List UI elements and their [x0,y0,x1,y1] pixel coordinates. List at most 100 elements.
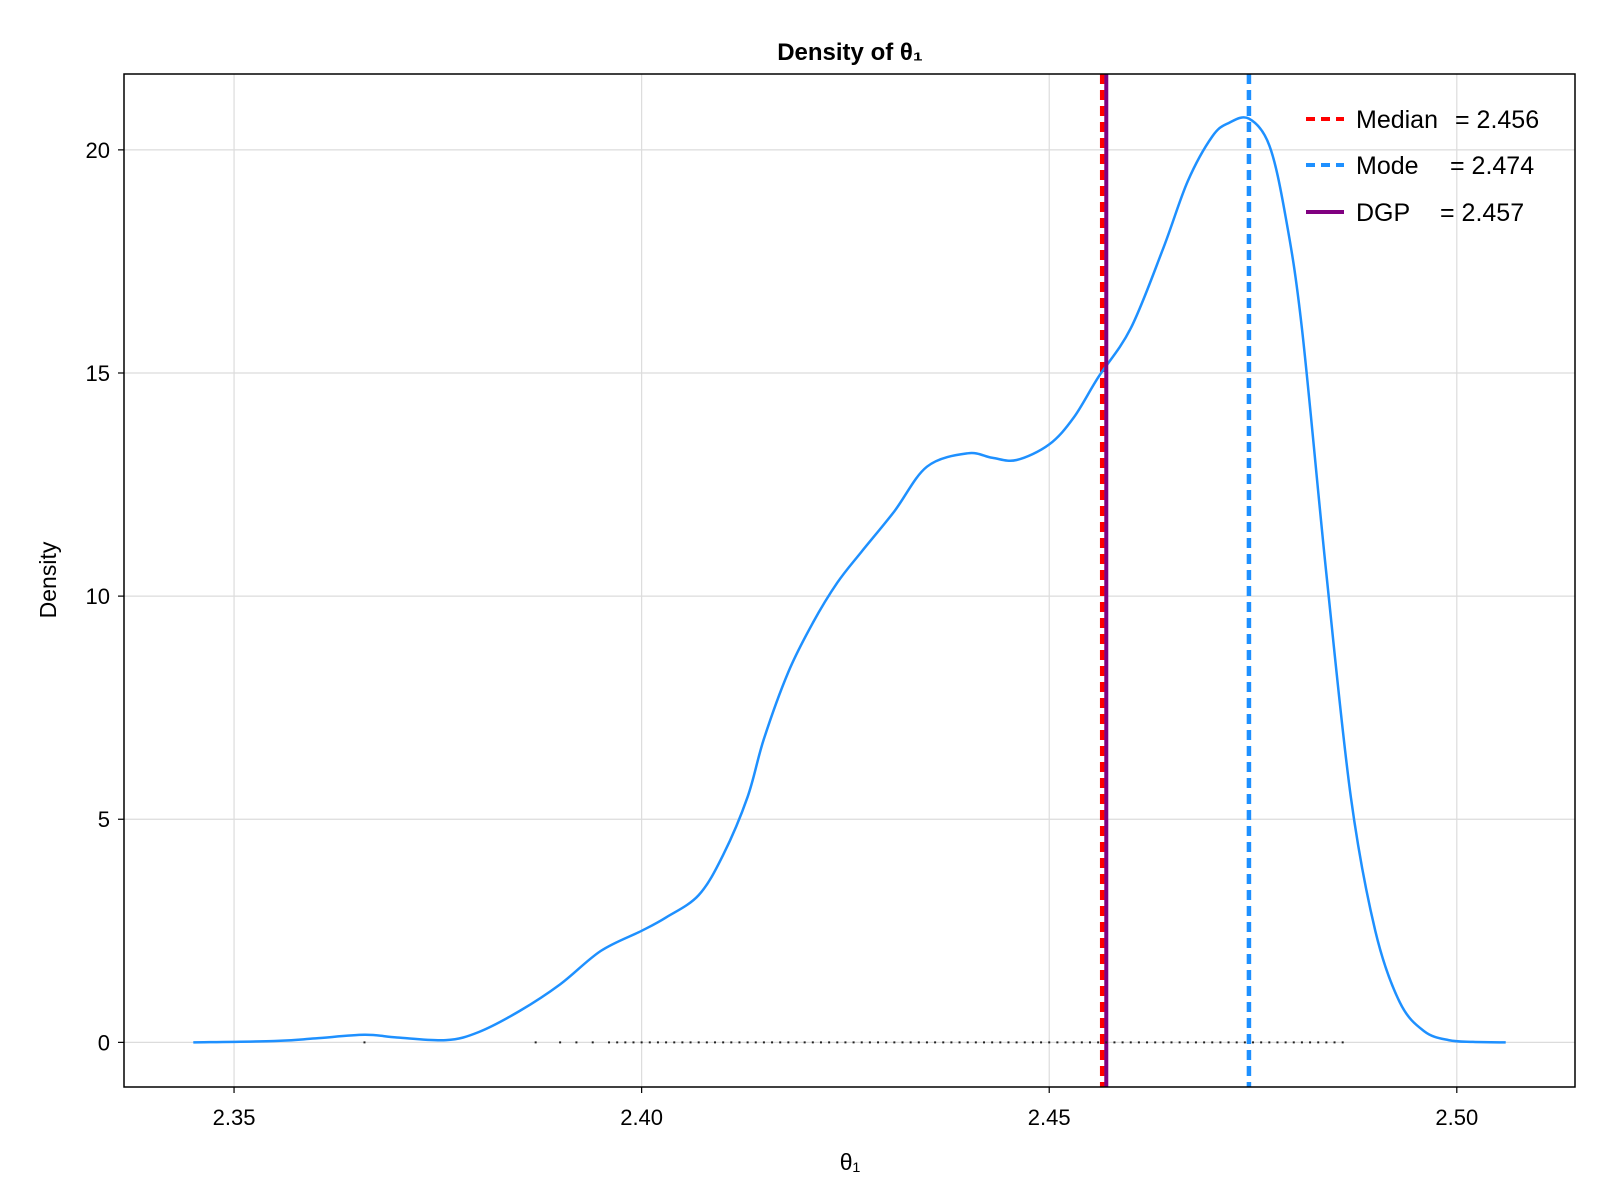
y-tick-label: 20 [86,138,110,163]
rug-mark [828,1041,831,1044]
rug-mark [925,1041,928,1044]
rug-mark [1105,1041,1108,1044]
rug-mark [942,1041,945,1044]
rug-mark [999,1041,1002,1044]
rug-mark [787,1041,790,1044]
legend-mode-value: = 2.474 [1450,152,1534,180]
rug-mark [1194,1041,1197,1044]
rug-mark [1243,1041,1246,1044]
rug-mark [852,1041,855,1044]
rug-mark [1333,1041,1336,1044]
rug-mark [697,1041,700,1044]
rug-mark [844,1041,847,1044]
y-tick-label: 15 [86,361,110,386]
rug-mark [608,1041,611,1044]
rug-mark [901,1041,904,1044]
rug-mark [730,1041,733,1044]
rug-mark [1317,1041,1320,1044]
rug-mark [1309,1041,1312,1044]
rug-mark [811,1041,814,1044]
rug-mark [673,1041,676,1044]
x-tick-label: 2.35 [213,1105,256,1130]
rug-mark [934,1041,937,1044]
rug-mark [1137,1041,1140,1044]
rug-mark [689,1041,692,1044]
y-tick-label: 10 [86,584,110,609]
rug-mark [1113,1041,1116,1044]
x-tick-label: 2.40 [620,1105,663,1130]
y-axis-title: Density [35,541,61,618]
rug-mark [705,1041,708,1044]
rug-mark [1056,1041,1059,1044]
rug-mark [632,1041,635,1044]
rug-marks [363,1041,1344,1044]
rug-mark [819,1041,822,1044]
rug-mark [1235,1041,1238,1044]
rug-mark [534,1041,537,1044]
reference-lines [1099,74,1252,1087]
rug-mark [1178,1041,1181,1044]
rug-mark [877,1041,880,1044]
legend: Median = 2.456 Mode = 2.474 DGP = 2.457 [1306,106,1539,227]
rug-mark [1341,1041,1344,1044]
x-tick-label: 2.45 [1028,1105,1071,1130]
rug-mark [1088,1041,1091,1044]
rug-mark [836,1041,839,1044]
rug-mark [665,1041,668,1044]
x-tick-label: 2.50 [1435,1105,1478,1130]
rug-mark [1260,1041,1263,1044]
rug-mark [559,1041,562,1044]
axis-ticks: 2.35 2.40 2.45 2.50 0 5 10 15 20 [86,138,1479,1130]
legend-median-value: = 2.456 [1455,106,1539,134]
rug-mark [909,1041,912,1044]
rug-mark [1203,1041,1206,1044]
rug-mark [974,1041,977,1044]
rug-mark [1023,1041,1026,1044]
rug-mark [1040,1041,1043,1044]
rug-mark [1015,1041,1018,1044]
rug-mark [1031,1041,1034,1044]
rug-mark [363,1041,366,1044]
rug-mark [917,1041,920,1044]
rug-mark [966,1041,969,1044]
rug-mark [648,1041,651,1044]
rug-mark [1154,1041,1157,1044]
y-tick-label: 0 [98,1030,110,1055]
legend-mode-label: Mode [1356,152,1419,180]
rug-mark [1097,1041,1100,1044]
rug-mark [1227,1041,1230,1044]
rug-mark [656,1041,659,1044]
rug-mark [1129,1041,1132,1044]
rug-mark [1007,1041,1010,1044]
rug-mark [713,1041,716,1044]
rug-mark [885,1041,888,1044]
rug-mark [616,1041,619,1044]
rug-mark [1252,1041,1255,1044]
rug-mark [958,1041,961,1044]
rug-mark [1276,1041,1279,1044]
rug-mark [640,1041,643,1044]
rug-mark [1048,1041,1051,1044]
rug-mark [1219,1041,1222,1044]
grid-layer [124,74,1575,1087]
rug-mark [591,1041,594,1044]
rug-mark [1284,1041,1287,1044]
rug-mark [1080,1041,1083,1044]
chart-title: Density of θ₁ [777,39,923,66]
rug-mark [746,1041,749,1044]
rug-mark [868,1041,871,1044]
legend-dgp-value: = 2.457 [1440,199,1524,227]
rug-mark [681,1041,684,1044]
rug-mark [771,1041,774,1044]
rug-mark [1072,1041,1075,1044]
rug-mark [754,1041,757,1044]
rug-mark [1300,1041,1303,1044]
rug-mark [1170,1041,1173,1044]
rug-mark [1162,1041,1165,1044]
rug-mark [722,1041,725,1044]
rug-mark [893,1041,896,1044]
rug-mark [1186,1041,1189,1044]
legend-dgp-label: DGP [1356,199,1410,227]
rug-mark [860,1041,863,1044]
rug-mark [575,1041,578,1044]
